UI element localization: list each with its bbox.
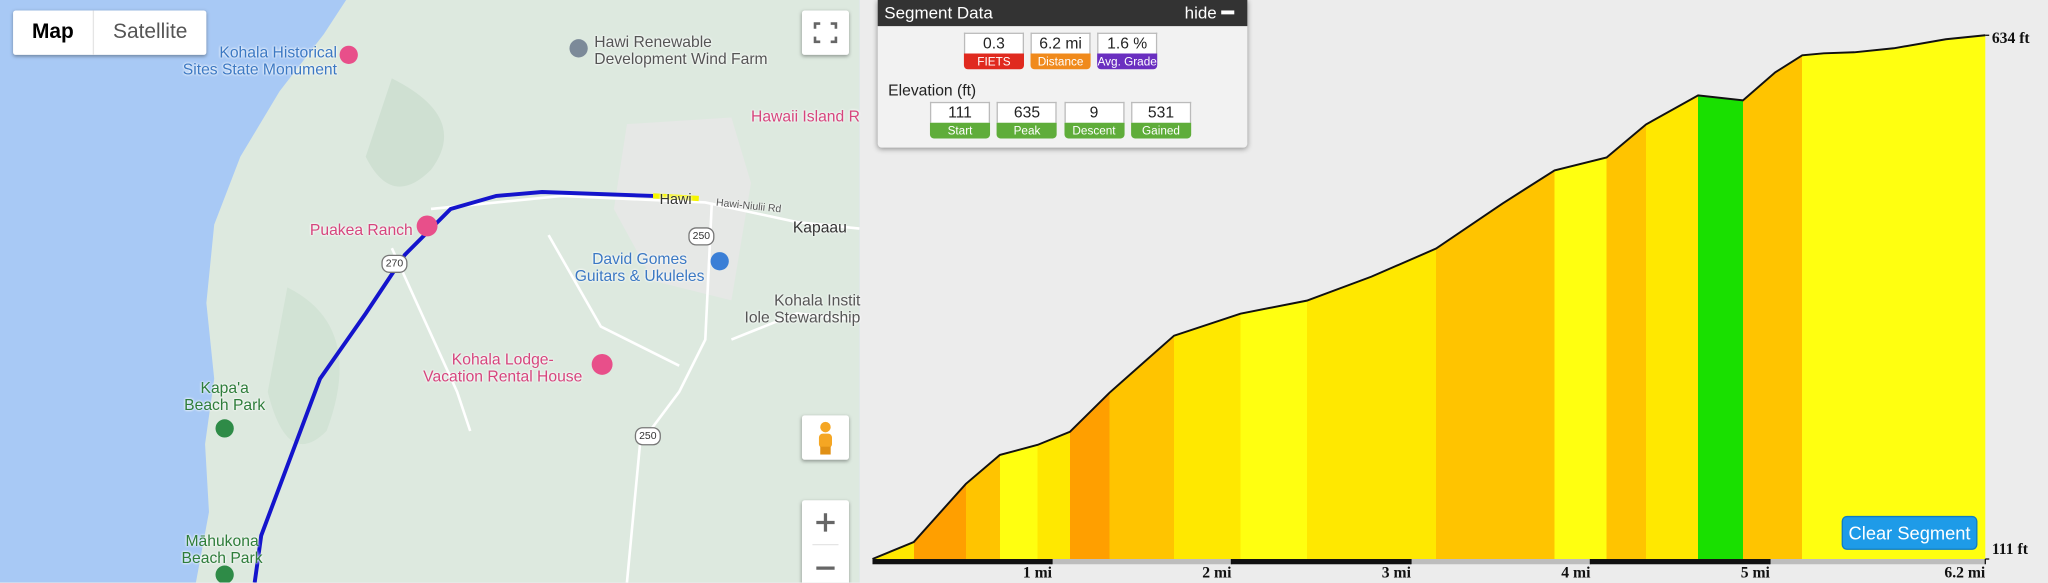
x-tick-label: 4 mi bbox=[1561, 564, 1591, 581]
panel-header bbox=[877, 0, 1248, 27]
x-axis-bar bbox=[872, 559, 1986, 565]
zoom-control bbox=[801, 500, 849, 583]
map-button[interactable]: Map bbox=[13, 10, 95, 55]
map-label: Kapa'a Beach Park bbox=[184, 380, 265, 413]
stat-value: 6.2 mi bbox=[1030, 32, 1091, 54]
clear-segment-button[interactable]: Clear Segment bbox=[1841, 515, 1978, 550]
stat-value: 1.6 % bbox=[1097, 32, 1158, 54]
elevation-area bbox=[872, 35, 1986, 560]
map-base bbox=[0, 0, 860, 583]
elevation-title: Elevation (ft) bbox=[888, 80, 977, 100]
map-label: David Gomes Guitars & Ukuleles bbox=[575, 251, 705, 284]
label-line: Kapa'a bbox=[200, 378, 249, 398]
stat-value: 9 bbox=[1063, 101, 1125, 123]
satellite-button[interactable]: Satellite bbox=[113, 20, 188, 44]
zoom-icons bbox=[812, 513, 839, 570]
route-shield: 250 bbox=[634, 427, 661, 446]
stat-value: 531 bbox=[1130, 101, 1192, 123]
stat-label: Peak bbox=[996, 122, 1058, 139]
x-axis-segment bbox=[1590, 559, 1770, 565]
map-label: Kohala Instit Iole Stewardship bbox=[744, 293, 860, 326]
stat-label: FIETS bbox=[963, 53, 1024, 70]
label-line: David Gomes bbox=[592, 249, 688, 268]
x-axis-segment bbox=[1231, 559, 1411, 565]
stat-box: 635 Peak bbox=[996, 101, 1058, 140]
stat-box: 1.6 % Avg. Grade bbox=[1097, 32, 1158, 71]
map-label: Kapaau bbox=[793, 219, 847, 235]
label-line: Guitars & Ukuleles bbox=[574, 265, 705, 285]
label-line: Vacation Rental House bbox=[423, 366, 583, 385]
stat-box: 9 Descent bbox=[1063, 101, 1125, 140]
x-tick-label: 1 mi bbox=[1023, 564, 1053, 581]
segment-panel: Segment Data hide Elevation (ft) 0.3 FIET… bbox=[877, 0, 1248, 148]
label-line: Kohala Lodge- bbox=[451, 350, 554, 369]
label-line: Kohala Historical bbox=[219, 43, 337, 62]
fullscreen-button[interactable] bbox=[801, 10, 849, 55]
label-line: Kohala Instit bbox=[774, 291, 861, 310]
map-label: Hawaii Island R bbox=[751, 108, 860, 124]
stat-box: 531 Gained bbox=[1130, 101, 1192, 140]
stat-label: Avg. Grade bbox=[1097, 53, 1158, 70]
x-tick-label: 5 mi bbox=[1741, 564, 1771, 581]
elevation-line bbox=[872, 34, 1986, 560]
map-label: Puakea Ranch bbox=[310, 222, 413, 238]
x-tick-label: 2 mi bbox=[1202, 564, 1232, 581]
label-line: Beach Park bbox=[184, 395, 266, 414]
y-tick-label: 111 ft bbox=[1992, 541, 2029, 558]
stat-value: 0.3 bbox=[963, 32, 1024, 54]
zoom-in[interactable] bbox=[816, 513, 835, 532]
stat-label: Descent bbox=[1063, 122, 1125, 139]
map-label: Māhukona Beach Park bbox=[182, 533, 263, 566]
street-view-button[interactable] bbox=[801, 415, 849, 460]
stat-label: Distance bbox=[1030, 53, 1091, 70]
stat-box: 0.3 FIETS bbox=[963, 32, 1024, 71]
label-line: Māhukona bbox=[185, 531, 259, 550]
stat-label: Start bbox=[929, 122, 991, 139]
label-line: Puakea Ranch bbox=[309, 220, 413, 240]
label-line: Beach Park bbox=[181, 547, 263, 567]
label-line: Kapaau bbox=[792, 218, 847, 237]
map-label: Kohala Historical Sites State Monument bbox=[183, 44, 337, 77]
route-shield: 270 bbox=[381, 254, 408, 273]
stat-box: 111 Start bbox=[929, 101, 991, 140]
stat-value: 635 bbox=[996, 101, 1058, 123]
fullscreen-icon bbox=[813, 22, 838, 44]
label-line: Hawi bbox=[659, 191, 692, 208]
stat-value: 111 bbox=[929, 101, 991, 123]
map-label: Kohala Lodge- Vacation Rental House bbox=[423, 351, 582, 384]
x-axis-segment bbox=[872, 559, 1052, 565]
hide-icon bbox=[1221, 10, 1235, 15]
label-line: Hawaii Island R bbox=[751, 107, 860, 126]
label-line: Development Wind Farm bbox=[594, 48, 768, 68]
route-shield: 250 bbox=[688, 227, 715, 246]
hide-button[interactable]: hide bbox=[1184, 2, 1217, 23]
y-tick-label: 634 ft bbox=[1992, 30, 2031, 47]
label-line: Sites State Monument bbox=[182, 59, 337, 78]
label-line: Hawi Renewable bbox=[594, 32, 712, 51]
pegman-icon bbox=[818, 421, 832, 455]
map-label: Hawi bbox=[660, 192, 692, 208]
panel-title: Segment Data bbox=[884, 2, 993, 23]
stat-label: Gained bbox=[1130, 122, 1192, 139]
stat-box: 6.2 mi Distance bbox=[1030, 32, 1091, 71]
map-type-control: Map Satellite bbox=[13, 10, 207, 55]
x-tick-label: 3 mi bbox=[1382, 564, 1412, 581]
map-label: Hawi Renewable Development Wind Farm bbox=[594, 34, 767, 67]
x-tick-label: 6.2 mi bbox=[1944, 564, 1986, 581]
label-line: Iole Stewardship bbox=[744, 307, 861, 326]
